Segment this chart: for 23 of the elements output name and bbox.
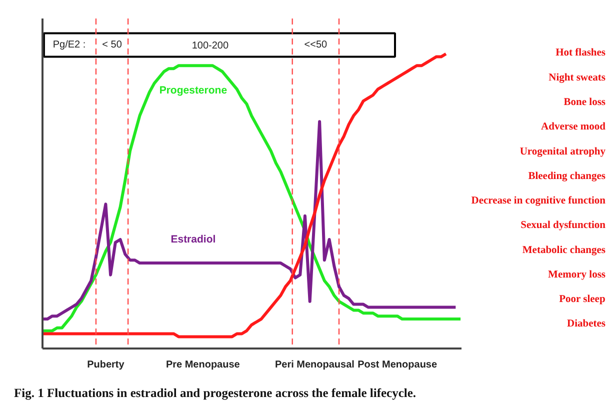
series-label: Progesterone [159, 84, 228, 97]
text: <<50 [304, 40, 328, 51]
text: 100-200 [192, 40, 229, 52]
x-tick-label: Puberty [87, 360, 125, 370]
text: Hot flashes [556, 48, 606, 59]
text: Bleeding changes [528, 170, 606, 182]
text: Adverse mood [541, 122, 606, 133]
series-label: Estradiol [170, 233, 216, 246]
text: Diabetes [567, 318, 606, 330]
text: Poor sleep [559, 294, 606, 306]
text: Night sweats [548, 72, 606, 84]
x-tick-label: Pre Menopause [166, 360, 240, 370]
text: Sexual dysfunction [520, 220, 606, 232]
text: Memory loss [548, 269, 606, 280]
text: Pg/E2 : [52, 40, 86, 51]
text: Bone loss [564, 97, 606, 108]
x-tick-label: Post Menopause [358, 360, 438, 370]
text: Urogenital atrophy [520, 146, 606, 158]
x-tick-label: Peri Menopausal [274, 360, 355, 370]
text: Metabolic changes [522, 244, 606, 256]
text: Fig. 1 Fluctuations in estradiol and progesterone across the female lifecycle. [14, 385, 416, 402]
text: Decrease in cognitive function [471, 196, 606, 207]
text: < 50 [102, 40, 122, 51]
